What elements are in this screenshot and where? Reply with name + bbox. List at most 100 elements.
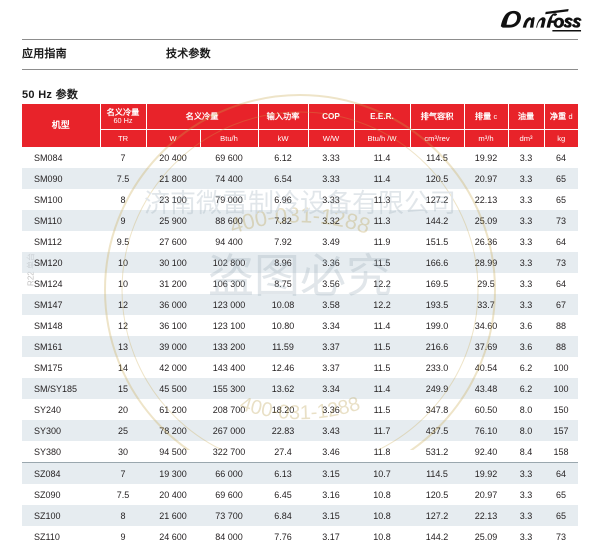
table-row[interactable]: SZ084 7 19 300 66 000 6.13 3.15 10.7 114.5 19.92…	[22, 462, 579, 484]
cell-value: 74 400	[200, 168, 259, 189]
cell-value: 39 000	[146, 336, 200, 357]
cell-value: 25.09	[464, 210, 509, 231]
cell-value: 26.36	[464, 231, 509, 252]
cell-value: 64	[544, 462, 579, 484]
cell-value: 11.4	[354, 147, 411, 168]
cell-value: 84 000	[200, 526, 259, 547]
table-row[interactable]: SY240 20 61 200 208 700 18.20 3.36 11.5 347.8 60…	[22, 399, 579, 420]
cell-value: 11.5	[354, 399, 411, 420]
th-unit-btuhw: Btu/h /W	[354, 129, 411, 147]
table-row[interactable]: SZ100 8 21 600 73 700 6.84 3.15 10.8 127.2 22.13…	[22, 505, 579, 526]
cell-value: 193.5	[410, 294, 465, 315]
cell-value: 20.97	[464, 168, 509, 189]
cell-value: 25	[100, 420, 146, 441]
doc-subsection-label: 技术参数	[166, 48, 211, 60]
th-displacement-volume: 排气容积	[410, 104, 465, 130]
table-row[interactable]: SM147 12 36 000 123 000 10.08 3.58 12.2 193.5 33…	[22, 294, 579, 315]
cell-value: 322 700	[200, 441, 259, 463]
cell-value: 12.46	[258, 357, 309, 378]
table-row[interactable]: SM112 9.5 27 600 94 400 7.92 3.49 11.9 151.5 26.…	[22, 231, 579, 252]
cell-value: 28.99	[464, 252, 509, 273]
cell-value: 78 200	[146, 420, 200, 441]
cell-value: 3.3	[508, 505, 545, 526]
cell-value: 3.3	[508, 484, 545, 505]
cell-value: 10.8	[354, 526, 411, 547]
cell-value: 3.34	[308, 378, 355, 399]
cell-model: SM/SY185	[22, 378, 100, 399]
cell-value: 8.0	[508, 420, 545, 441]
table-row[interactable]: SM120 10 30 100 102 800 8.96 3.36 11.5 166.6 28.…	[22, 252, 579, 273]
th-nominal-capacity-60hz-sub: 60 Hz	[113, 116, 133, 126]
th-displacement-note: c	[493, 111, 498, 121]
cell-value: 73	[544, 526, 579, 547]
table-row[interactable]: SM161 13 39 000 133 200 11.59 3.37 11.5 216.6 37…	[22, 336, 579, 357]
table-row[interactable]: SZ110 9 24 600 84 000 7.76 3.17 10.8 144.2 25.09…	[22, 526, 579, 547]
th-model: 机型	[22, 104, 101, 147]
table-row[interactable]: SM100 8 23 100 79 000 6.96 3.33 11.3 127.2 22.13…	[22, 189, 579, 210]
th-unit-w: W	[146, 129, 201, 147]
cell-value: 8.75	[258, 273, 309, 294]
table-row[interactable]: SM090 7.5 21 800 74 400 6.54 3.33 11.4 120.5 20.…	[22, 168, 579, 189]
cell-value: 19.92	[464, 462, 509, 484]
cell-value: 9	[100, 526, 146, 547]
cell-value: 45 500	[146, 378, 200, 399]
cell-value: 6.12	[258, 147, 309, 168]
cell-value: 3.32	[308, 210, 355, 231]
table-row[interactable]: SM110 9 25 900 88 600 7.82 3.32 11.3 144.2 25.09…	[22, 210, 579, 231]
cell-value: 11.8	[354, 441, 411, 463]
cell-value: 12.2	[354, 273, 411, 294]
cell-value: 65	[544, 505, 579, 526]
cell-value: 13	[100, 336, 146, 357]
table-row[interactable]: SY300 25 78 200 267 000 22.83 3.43 11.7 437.5 76…	[22, 420, 579, 441]
cell-value: 36 100	[146, 315, 200, 336]
th-cop: COP	[308, 104, 355, 130]
cell-value: 11.4	[354, 315, 411, 336]
table-row[interactable]: SY380 30 94 500 322 700 27.4 3.46 11.8 531.2 92.…	[22, 441, 579, 463]
table-row[interactable]: SM148 12 36 100 123 100 10.80 3.34 11.4 199.0 34…	[22, 315, 579, 336]
cell-value: 199.0	[410, 315, 465, 336]
cell-value: 7	[100, 147, 146, 168]
cell-value: 123 100	[200, 315, 259, 336]
th-unit-btuh: Btu/h	[200, 129, 259, 147]
cell-value: 249.9	[410, 378, 465, 399]
th-net-weight-label: 净重	[549, 111, 567, 121]
cell-value: 11.59	[258, 336, 309, 357]
th-input-power: 输入功率	[258, 104, 309, 130]
table-row[interactable]: SZ090 7.5 20 400 69 600 6.45 3.16 10.8 120.5 20.…	[22, 484, 579, 505]
cell-value: 3.58	[308, 294, 355, 315]
th-unit-kg: kg	[544, 129, 579, 147]
cell-value: 64	[544, 273, 579, 294]
table-row[interactable]: SM175 14 42 000 143 400 12.46 3.37 11.5 233.0 40…	[22, 357, 579, 378]
cell-value: 37.69	[464, 336, 509, 357]
cell-value: 3.33	[308, 147, 355, 168]
cell-value: 3.3	[508, 189, 545, 210]
cell-model: SY300	[22, 420, 100, 441]
cell-value: 216.6	[410, 336, 465, 357]
cell-value: 3.3	[508, 273, 545, 294]
cell-value: 3.34	[308, 315, 355, 336]
cell-value: 42 000	[146, 357, 200, 378]
cell-model: SM110	[22, 210, 100, 231]
cell-value: 3.37	[308, 357, 355, 378]
cell-value: 120.5	[410, 484, 465, 505]
cell-value: 25.09	[464, 526, 509, 547]
cell-value: 6.13	[258, 462, 309, 484]
cell-value: 34.60	[464, 315, 509, 336]
cell-model: SM084	[22, 147, 100, 168]
cell-model: SM100	[22, 189, 100, 210]
cell-value: 79 000	[200, 189, 259, 210]
table-row[interactable]: SM124 10 31 200 106 300 8.75 3.56 12.2 169.5 29.…	[22, 273, 579, 294]
cell-value: 40.54	[464, 357, 509, 378]
cell-value: 20.97	[464, 484, 509, 505]
cell-value: 73 700	[200, 505, 259, 526]
cell-value: 76.10	[464, 420, 509, 441]
th-unit-kw: kW	[258, 129, 309, 147]
danfoss-logo	[496, 6, 582, 34]
header-rule-top	[22, 39, 578, 40]
cell-value: 233.0	[410, 357, 465, 378]
th-unit-ww: W/W	[308, 129, 355, 147]
table-row[interactable]: SM084 7 20 400 69 600 6.12 3.33 11.4 114.5 19.92…	[22, 147, 579, 168]
cell-value: 3.3	[508, 252, 545, 273]
cell-value: 73	[544, 252, 579, 273]
table-row[interactable]: SM/SY185 15 45 500 155 300 13.62 3.34 11.4 249.…	[22, 378, 579, 399]
